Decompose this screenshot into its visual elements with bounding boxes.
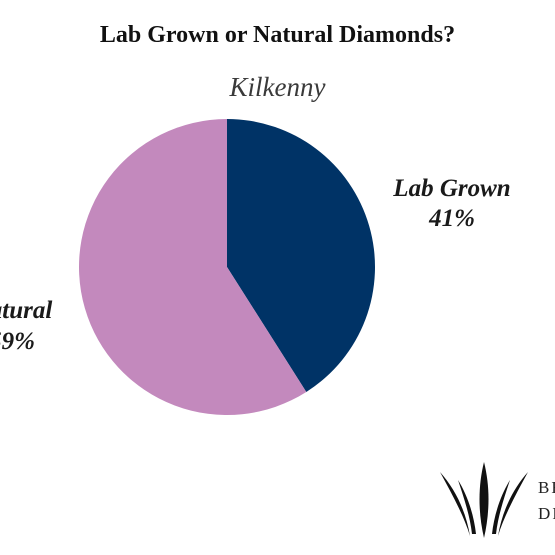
pie-slice-natural	[79, 119, 307, 415]
chart-subtitle: Kilkenny	[229, 72, 326, 102]
slice-value-natural: 59%	[0, 328, 35, 355]
pie-slice-lab-grown	[227, 119, 376, 392]
logo-text-line1: BE	[538, 478, 555, 497]
logo-text-line2: DIA	[538, 504, 555, 523]
slice-value-lab-grown: 41%	[428, 205, 475, 232]
chart-title: Lab Grown or Natural Diamonds?	[99, 22, 456, 48]
slice-label-natural: Natural	[0, 297, 52, 324]
crown-spike-logo-icon	[440, 462, 528, 538]
slice-label-lab-grown: Lab Grown	[392, 175, 510, 202]
